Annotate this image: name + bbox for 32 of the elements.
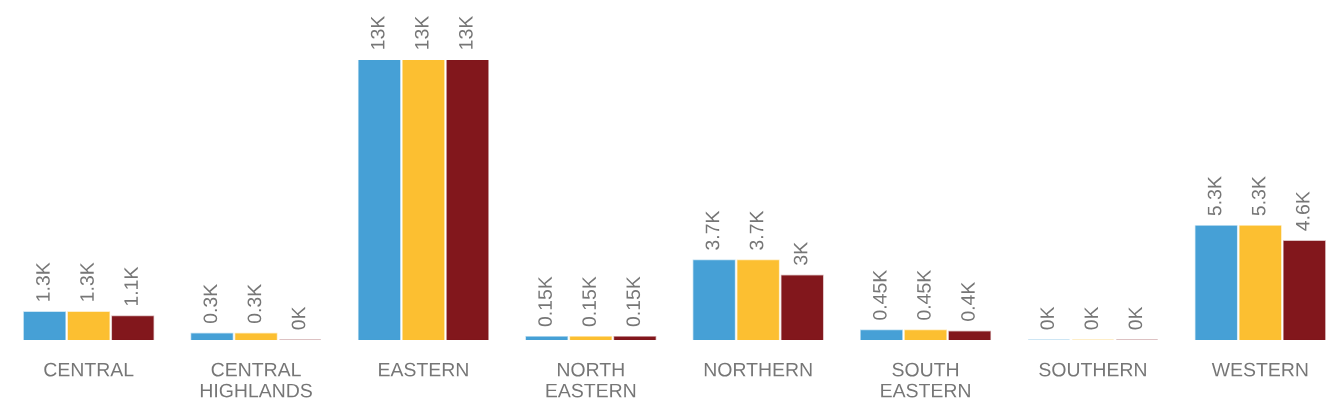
data-label: 3.7K xyxy=(749,210,764,250)
x-tick-label: SOUTHERN xyxy=(1039,362,1146,377)
data-label: 1.1K xyxy=(124,266,138,306)
x-tick-label: NORTHERN xyxy=(704,362,812,377)
data-label: 13K xyxy=(370,15,385,49)
x-tick-label: WESTERN xyxy=(1211,362,1308,377)
data-label: 0.3K xyxy=(203,284,218,324)
data-label: 0.4K xyxy=(961,281,975,321)
data-label: 0K xyxy=(1040,306,1055,330)
data-label: 0.15K xyxy=(538,276,552,327)
data-label: 0K xyxy=(291,306,306,330)
x-tick-label: CENTRAL xyxy=(44,362,134,377)
data-label: 0K xyxy=(1084,306,1099,330)
data-label: 0.3K xyxy=(247,284,262,324)
data-label: 13K xyxy=(458,15,473,49)
data-label: 3K xyxy=(793,242,808,265)
data-label: 0K xyxy=(1128,306,1143,330)
x-tick-label: CENTRAL HIGHLANDS xyxy=(200,362,312,398)
data-label: 0.45K xyxy=(917,269,931,320)
data-label: 1.3K xyxy=(36,262,50,301)
x-tick-label: NORTH EASTERN xyxy=(546,362,636,398)
x-tick-label: SOUTH EASTERN xyxy=(881,362,970,398)
data-label: 4.6K xyxy=(1295,191,1310,231)
data-label: 5.3K xyxy=(1207,176,1222,216)
data-label: 3.7K xyxy=(705,210,720,250)
x-tick-label: EASTERN xyxy=(379,362,468,377)
data-label: 0.45K xyxy=(872,269,887,320)
data-label: 0.15K xyxy=(582,276,597,327)
data-label: 1.3K xyxy=(80,262,94,301)
data-label: 0.15K xyxy=(626,276,641,327)
data-label: 13K xyxy=(414,15,429,49)
data-label: 5.3K xyxy=(1251,176,1266,216)
